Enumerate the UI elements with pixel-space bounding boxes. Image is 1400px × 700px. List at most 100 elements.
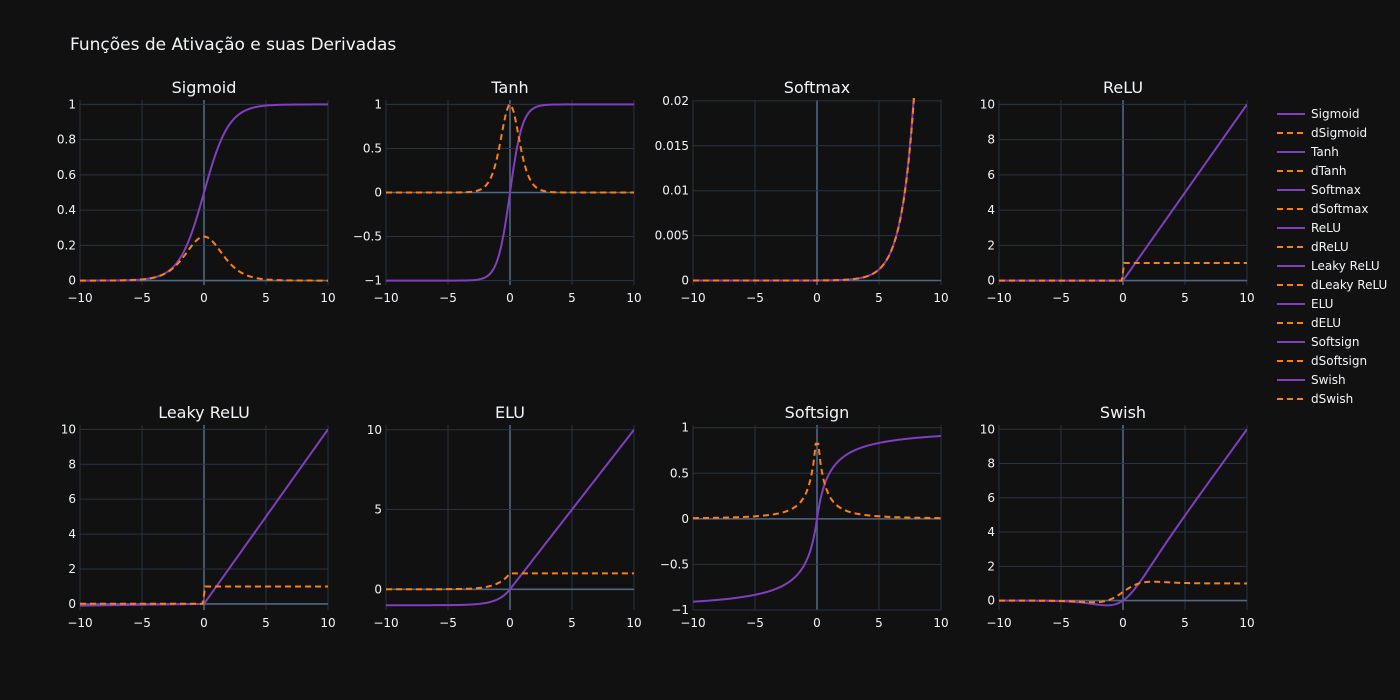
legend-label: dSoftsign (1311, 354, 1367, 368)
x-tick-label: −5 (1052, 616, 1070, 630)
x-tick-label: 5 (1181, 616, 1189, 630)
legend-label: dSigmoid (1311, 126, 1367, 140)
subplot-elu: −10 −5 0 5 10 0 5 10 ELU (367, 403, 642, 630)
x-tick-label: −5 (746, 291, 764, 305)
x-tick-label: 0 (813, 291, 821, 305)
legend-label: Softsign (1311, 335, 1360, 349)
y-tick-label: 0 (68, 274, 76, 288)
legend-item[interactable]: dSwish (1277, 392, 1353, 406)
subplot-title: Sigmoid (172, 78, 237, 97)
y-tick-label: 10 (367, 423, 382, 437)
function-line-elu (386, 429, 634, 607)
x-tick-label: 10 (320, 616, 335, 630)
x-tick-label: 10 (1239, 291, 1254, 305)
x-tick-label: −5 (1052, 291, 1070, 305)
y-tick-label: 8 (987, 457, 995, 471)
x-tick-label: −5 (746, 616, 764, 630)
x-tick-label: 5 (262, 291, 270, 305)
legend-label: Leaky ReLU (1311, 259, 1380, 273)
legend-item[interactable]: Leaky ReLU (1277, 259, 1380, 273)
subplot-title: ELU (495, 403, 525, 422)
x-tick-label: −10 (67, 291, 92, 305)
subplot-title: Softmax (784, 78, 850, 97)
y-tick-label: 1 (68, 97, 76, 111)
x-tick-label: −5 (439, 616, 457, 630)
function-line-leaky-relu (80, 428, 328, 607)
legend-label: dLeaky ReLU (1311, 278, 1387, 292)
y-tick-label: 4 (987, 203, 995, 217)
legend-label: Tanh (1310, 145, 1339, 159)
subplot-relu: −10 −5 0 5 10 0 2 4 6 8 10 ReLU (980, 78, 1255, 305)
derivative-line-elu (386, 572, 634, 591)
legend-item[interactable]: Sigmoid (1277, 107, 1360, 121)
legend-label: ReLU (1311, 221, 1341, 235)
y-tick-label: 0 (987, 274, 995, 288)
derivative-line-sigmoid (80, 235, 328, 282)
y-tick-label: 0.2 (57, 238, 76, 252)
x-tick-label: −5 (133, 616, 151, 630)
y-tick-label: 0 (987, 594, 995, 608)
legend-item[interactable]: dTanh (1277, 164, 1347, 178)
legend-label: ELU (1311, 297, 1333, 311)
legend-label: dReLU (1311, 240, 1349, 254)
x-tick-label: 10 (933, 616, 948, 630)
y-tick-label: 2 (68, 562, 76, 576)
x-tick-label: −10 (680, 616, 705, 630)
derivative-line-leaky-relu (80, 585, 328, 605)
legend-label: Swish (1311, 373, 1346, 387)
y-tick-label: −1 (364, 274, 382, 288)
x-tick-label: 5 (568, 291, 576, 305)
function-line-tanh (386, 103, 634, 282)
subplot-softmax: −10 −5 0 5 10 0 0.005 0.01 0.015 0.02 Softmax (655, 78, 949, 305)
legend[interactable]: Sigmoid dSigmoid Tanh dTanh Softmax dSoftmax R… (1277, 107, 1387, 406)
legend-item[interactable]: dSoftmax (1277, 202, 1368, 216)
x-tick-label: 10 (320, 291, 335, 305)
y-tick-label: 0.5 (670, 466, 689, 480)
y-tick-label: 0 (681, 512, 689, 526)
legend-item[interactable]: Tanh (1277, 145, 1339, 159)
x-tick-label: 10 (626, 616, 641, 630)
y-tick-label: 0.01 (662, 184, 689, 198)
x-tick-label: 0 (813, 616, 821, 630)
subplot-tanh: −10 −5 0 5 10 −1 −0.5 0 0.5 1 Tanh (353, 78, 642, 305)
x-tick-label: 5 (875, 616, 883, 630)
x-tick-label: −10 (373, 291, 398, 305)
legend-label: dSoftmax (1311, 202, 1368, 216)
y-tick-label: 2 (987, 238, 995, 252)
x-tick-label: 0 (1119, 291, 1127, 305)
legend-label: Sigmoid (1311, 107, 1360, 121)
legend-item[interactable]: Swish (1277, 373, 1346, 387)
legend-item[interactable]: dLeaky ReLU (1277, 278, 1387, 292)
legend-label: Softmax (1311, 183, 1361, 197)
y-tick-label: −0.5 (660, 557, 689, 571)
y-tick-label: 10 (980, 97, 995, 111)
y-tick-label: 0 (374, 186, 382, 200)
y-tick-label: 8 (68, 457, 76, 471)
legend-item[interactable]: ELU (1277, 297, 1333, 311)
legend-item[interactable]: ReLU (1277, 221, 1341, 235)
x-tick-label: 0 (200, 291, 208, 305)
legend-item[interactable]: dSigmoid (1277, 126, 1367, 140)
legend-item[interactable]: dReLU (1277, 240, 1349, 254)
y-tick-label: 0.8 (57, 133, 76, 147)
legend-item[interactable]: dELU (1277, 316, 1341, 330)
x-tick-label: 0 (1119, 616, 1127, 630)
function-line-softsign (693, 435, 941, 603)
y-tick-label: 6 (987, 491, 995, 505)
y-tick-label: 0.4 (57, 203, 76, 217)
legend-label: dELU (1311, 316, 1341, 330)
subplot-title: Swish (1100, 403, 1146, 422)
y-tick-label: 10 (980, 422, 995, 436)
x-tick-label: −5 (133, 291, 151, 305)
legend-item[interactable]: Softsign (1277, 335, 1360, 349)
legend-item[interactable]: Softmax (1277, 183, 1361, 197)
subplot-leaky-relu: −10 −5 0 5 10 0 2 4 6 8 10 Leaky ReLU (61, 403, 336, 630)
x-tick-label: −10 (67, 616, 92, 630)
subplot-title: Tanh (490, 78, 528, 97)
derivative-line-softmax (693, 98, 915, 282)
y-tick-label: 0.02 (662, 94, 689, 108)
legend-item[interactable]: dSoftsign (1277, 354, 1367, 368)
legend-label: dTanh (1311, 164, 1347, 178)
